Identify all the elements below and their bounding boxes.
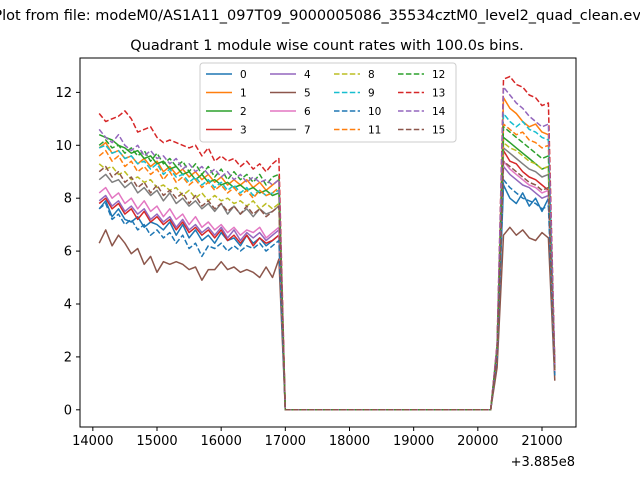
y-tick-label: 12 <box>55 86 72 101</box>
series-line-15 <box>98 160 556 411</box>
x-tick-label: 14000 <box>72 434 113 449</box>
chart-title: Quadrant 1 module wise count rates with … <box>130 38 524 54</box>
legend-label-5: 5 <box>304 88 311 100</box>
series-line-8 <box>98 141 556 411</box>
x-tick-label: 21000 <box>521 434 562 449</box>
y-tick-label: 0 <box>64 403 72 418</box>
series-line-9 <box>98 112 556 411</box>
x-tick-label: 19000 <box>393 434 434 449</box>
figure-suptitle: Plot from file: modeM0/AS1A11_097T09_900… <box>0 8 640 24</box>
legend-label-6: 6 <box>304 106 311 118</box>
legend-label-14: 14 <box>432 106 446 118</box>
legend-label-9: 9 <box>368 88 375 100</box>
legend-label-11: 11 <box>368 125 381 137</box>
legend-label-1: 1 <box>240 88 247 100</box>
x-axis-offset-label: +3.885e8 <box>511 455 575 470</box>
series-line-10 <box>98 178 556 411</box>
legend-label-12: 12 <box>432 69 445 81</box>
y-tick-label: 8 <box>64 192 72 207</box>
y-tick-label: 10 <box>55 139 72 154</box>
series-line-5 <box>98 226 556 411</box>
legend-label-0: 0 <box>240 69 247 81</box>
legend-label-4: 4 <box>304 69 311 81</box>
legend-label-15: 15 <box>432 125 445 137</box>
x-axis-ticks: 14000 15000 16000 17000 18000 19000 20000 21000 <box>72 427 563 449</box>
legend-label-8: 8 <box>368 69 375 81</box>
legend-label-3: 3 <box>240 125 247 137</box>
legend-label-13: 13 <box>432 88 445 100</box>
series-line-1 <box>98 96 556 411</box>
x-tick-label: 17000 <box>265 434 306 449</box>
legend-box <box>199 62 457 143</box>
x-tick-label: 15000 <box>136 434 177 449</box>
series-line-2 <box>98 134 556 411</box>
x-tick-label: 16000 <box>200 434 241 449</box>
legend-label-10: 10 <box>368 106 381 118</box>
y-tick-label: 4 <box>64 298 72 313</box>
x-tick-label: 18000 <box>329 434 370 449</box>
legend-label-7: 7 <box>304 125 311 137</box>
series-line-7 <box>98 147 556 411</box>
series-line-4 <box>98 165 556 411</box>
series-line-6 <box>98 160 556 411</box>
plot-area-frame <box>79 57 577 428</box>
series-layer <box>98 75 556 411</box>
x-tick-label: 20000 <box>457 434 498 449</box>
y-tick-label: 2 <box>64 350 72 365</box>
legend-label-2: 2 <box>240 106 247 118</box>
y-tick-label: 6 <box>64 245 72 260</box>
series-line-3 <box>98 149 556 411</box>
y-axis-ticks: 0 2 4 6 8 10 12 <box>55 86 80 418</box>
